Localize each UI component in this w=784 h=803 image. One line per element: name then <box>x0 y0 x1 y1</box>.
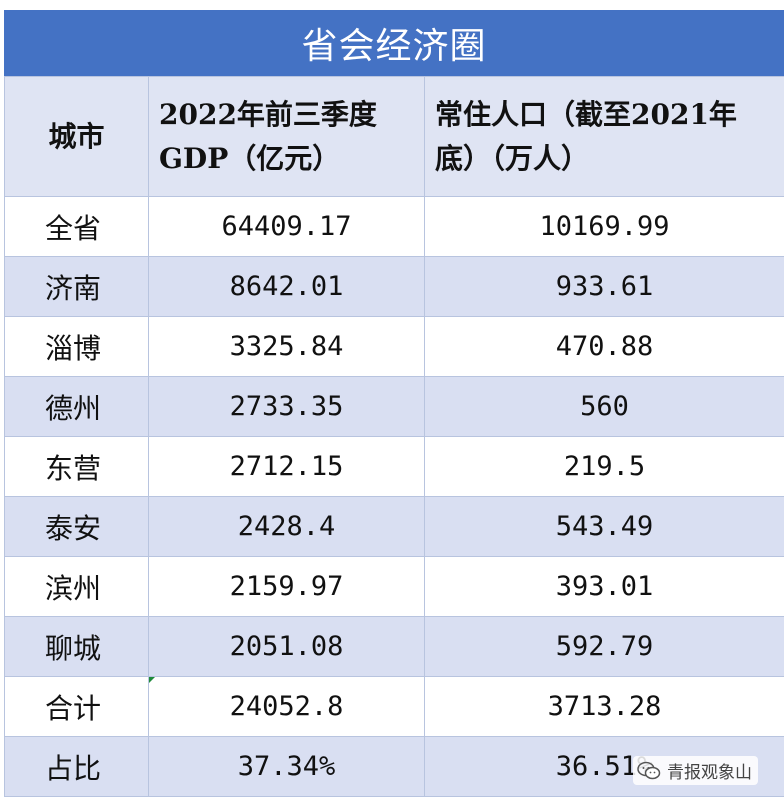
gdp-cell[interactable]: 8642.01 <box>148 256 425 317</box>
table-row: 全省 64409.17 10169.99 <box>4 196 784 257</box>
header-gdp-line1: 2022年前三季度 <box>159 97 377 131</box>
table-row: 泰安 2428.4 543.49 <box>4 496 784 557</box>
population-cell[interactable]: 933.61 <box>424 256 784 317</box>
city-cell[interactable]: 全省 <box>4 196 149 257</box>
population-cell[interactable]: 592.79 <box>424 616 784 677</box>
header-gdp[interactable]: 2022年前三季度 GDP（亿元） <box>148 76 425 197</box>
city-cell[interactable]: 滨州 <box>4 556 149 617</box>
gdp-cell[interactable]: 2051.08 <box>148 616 425 677</box>
header-gdp-line2: GDP（亿元） <box>159 141 341 175</box>
table-row: 淄博 3325.84 470.88 <box>4 316 784 377</box>
spreadsheet-view: 省会经济圈 城市 2022年前三季度 GDP（亿元） 常住人口（截至2021年 … <box>4 0 784 803</box>
table-row-share: 占比 37.34% 36.51% <box>4 736 784 797</box>
header-row: 城市 2022年前三季度 GDP（亿元） 常住人口（截至2021年 底）（万人） <box>4 76 784 197</box>
population-cell[interactable]: 543.49 <box>424 496 784 557</box>
city-cell[interactable]: 泰安 <box>4 496 149 557</box>
city-cell[interactable]: 济南 <box>4 256 149 317</box>
table-title: 省会经济圈 <box>4 10 784 76</box>
gdp-cell[interactable]: 2733.35 <box>148 376 425 437</box>
wechat-icon <box>637 761 661 781</box>
watermark-text: 青报观象山 <box>667 763 752 783</box>
population-cell[interactable]: 36.51% <box>424 736 784 797</box>
city-cell[interactable]: 淄博 <box>4 316 149 377</box>
population-cell[interactable]: 219.5 <box>424 436 784 497</box>
gdp-cell[interactable]: 2159.97 <box>148 556 425 617</box>
header-city[interactable]: 城市 <box>4 76 149 197</box>
watermark: 青报观象山 <box>633 756 758 785</box>
gdp-cell[interactable]: 2428.4 <box>148 496 425 557</box>
table-row-total: 合计 24052.8 3713.28 <box>4 676 784 737</box>
population-cell[interactable]: 10169.99 <box>424 196 784 257</box>
table-row: 德州 2733.35 560 <box>4 376 784 437</box>
city-cell[interactable]: 德州 <box>4 376 149 437</box>
city-cell[interactable]: 东营 <box>4 436 149 497</box>
city-cell[interactable]: 占比 <box>4 736 149 797</box>
header-pop-line1: 常住人口（截至2021年 <box>435 97 737 131</box>
population-cell[interactable]: 393.01 <box>424 556 784 617</box>
table-row: 滨州 2159.97 393.01 <box>4 556 784 617</box>
gdp-cell[interactable]: 37.34% <box>148 736 425 797</box>
gdp-cell[interactable]: 2712.15 <box>148 436 425 497</box>
population-cell[interactable]: 560 <box>424 376 784 437</box>
table-row: 东营 2712.15 219.5 <box>4 436 784 497</box>
gdp-cell[interactable]: 64409.17 <box>148 196 425 257</box>
population-cell[interactable]: 470.88 <box>424 316 784 377</box>
formula-indicator-icon <box>149 677 155 683</box>
gdp-cell[interactable]: 3325.84 <box>148 316 425 377</box>
city-cell[interactable]: 聊城 <box>4 616 149 677</box>
header-population[interactable]: 常住人口（截至2021年 底）（万人） <box>424 76 784 197</box>
table-row: 聊城 2051.08 592.79 <box>4 616 784 677</box>
city-cell[interactable]: 合计 <box>4 676 149 737</box>
table-row: 济南 8642.01 933.61 <box>4 256 784 317</box>
gdp-cell[interactable]: 24052.8 <box>148 676 425 737</box>
economic-circle-table: 城市 2022年前三季度 GDP（亿元） 常住人口（截至2021年 底）（万人）… <box>4 76 784 797</box>
header-pop-line2: 底）（万人） <box>435 141 590 175</box>
population-cell[interactable]: 3713.28 <box>424 676 784 737</box>
